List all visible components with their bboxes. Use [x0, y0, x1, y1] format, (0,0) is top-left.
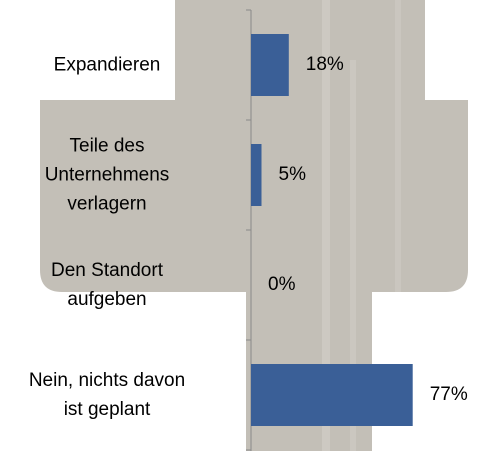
stripe: [350, 60, 356, 451]
silhouette-shape: [40, 0, 468, 451]
bar: [251, 144, 262, 206]
stripe: [395, 0, 401, 292]
value-label: 18%: [305, 54, 344, 75]
category-label: Nein, nichts davon ist geplant: [28, 370, 186, 420]
bar: [251, 34, 289, 96]
category-label: Den Standort aufgeben: [51, 260, 163, 310]
value-label: 5%: [278, 164, 306, 185]
value-label: 0%: [268, 274, 296, 295]
background-silhouette: [40, 0, 468, 451]
category-label: Teile des Unternehmens verlagern: [44, 135, 170, 215]
bar: [251, 364, 413, 426]
category-label: Expandieren: [53, 54, 161, 76]
stripe: [322, 0, 330, 451]
value-label: 77%: [429, 384, 468, 405]
